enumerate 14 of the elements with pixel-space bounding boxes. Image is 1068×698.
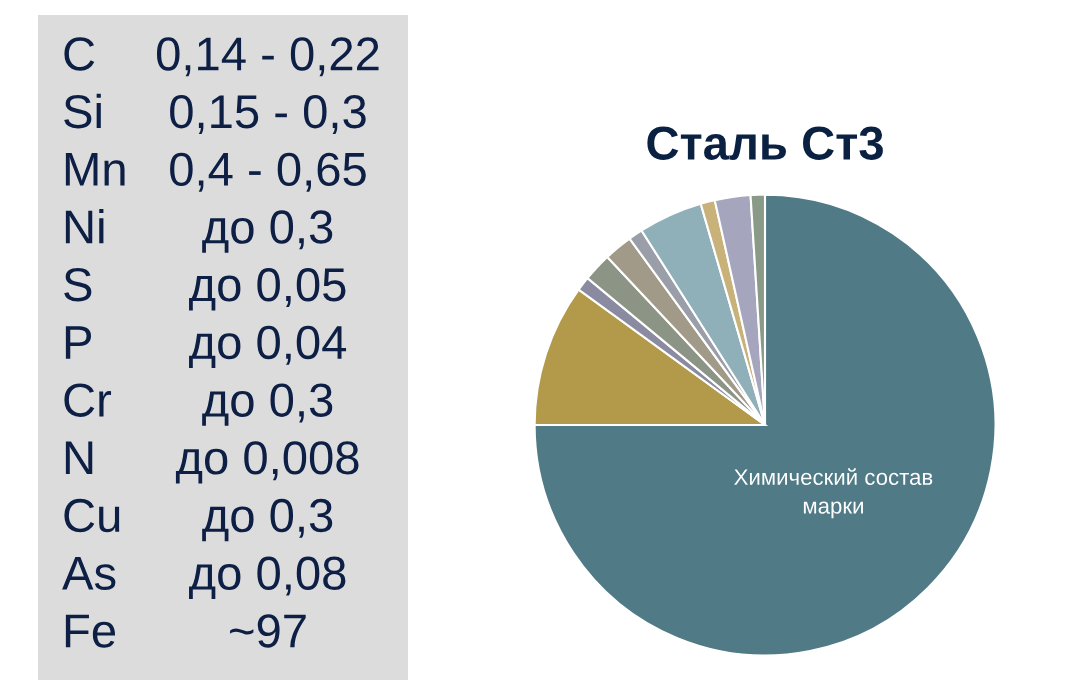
text: S до 0,05 (64, 268, 346, 311)
pie-slice (533, 193, 997, 657)
text: Cu до 0,3 (64, 498, 333, 542)
text: C 0,14 - 0,22 (64, 37, 379, 77)
text: N до 0,008 (65, 441, 359, 484)
text: Fe ~97 (65, 614, 306, 648)
text: P до 0,04 (65, 325, 347, 369)
text: Ni до 0,3 (65, 209, 333, 253)
text: Mn 0,4 - 0,65 (65, 152, 366, 192)
text: Cr до 0,3 (64, 383, 333, 426)
text: As до 0,08 (62, 556, 346, 599)
chart-title: Сталь Ст3 (647, 126, 883, 160)
slice-label: Химический состав марки (734, 468, 933, 519)
text: Si 0,15 - 0,3 (64, 93, 366, 134)
